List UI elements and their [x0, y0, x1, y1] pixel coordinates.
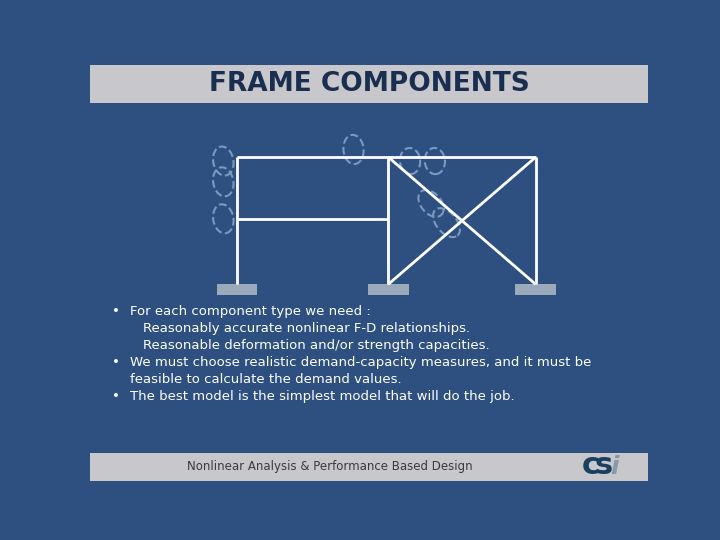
- Text: feasible to calculate the demand values.: feasible to calculate the demand values.: [130, 373, 402, 386]
- Text: We must choose realistic demand-capacity measures, and it must be: We must choose realistic demand-capacity…: [130, 356, 592, 369]
- Text: For each component type we need :: For each component type we need :: [130, 305, 371, 318]
- Text: i: i: [611, 455, 619, 479]
- Text: Reasonable deformation and/or strength capacities.: Reasonable deformation and/or strength c…: [143, 339, 490, 352]
- Bar: [368, 284, 408, 295]
- Text: FRAME COMPONENTS: FRAME COMPONENTS: [209, 71, 529, 97]
- Bar: [90, 65, 648, 103]
- Bar: [90, 453, 648, 481]
- Text: c: c: [582, 451, 600, 481]
- Bar: [217, 284, 258, 295]
- Text: •: •: [112, 390, 120, 403]
- Text: s: s: [594, 451, 612, 481]
- Text: •: •: [112, 305, 120, 318]
- Text: Reasonably accurate nonlinear F-D relationships.: Reasonably accurate nonlinear F-D relati…: [143, 322, 470, 335]
- Text: •: •: [112, 356, 120, 369]
- Text: Nonlinear Analysis & Performance Based Design: Nonlinear Analysis & Performance Based D…: [187, 460, 473, 473]
- Text: The best model is the simplest model that will do the job.: The best model is the simplest model tha…: [130, 390, 515, 403]
- Bar: [516, 284, 556, 295]
